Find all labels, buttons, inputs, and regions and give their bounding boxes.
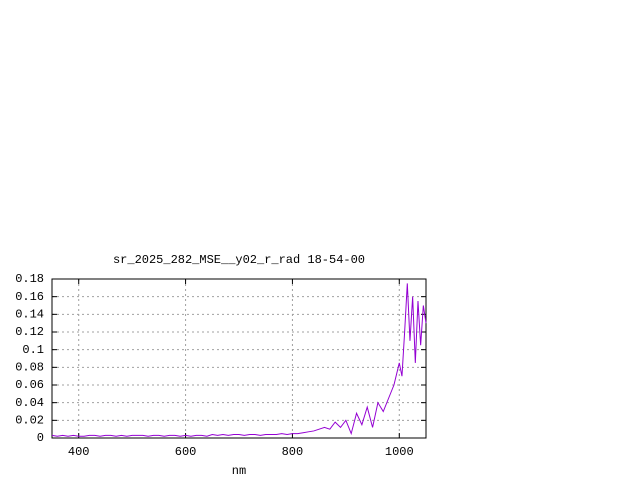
y-tick-label: 0 <box>37 431 44 445</box>
y-tick-label: 0.14 <box>15 308 44 322</box>
y-tick-label: 0.16 <box>15 290 44 304</box>
y-tick-label: 0.18 <box>15 272 44 286</box>
x-tick-label: 600 <box>175 445 197 459</box>
x-tick-label: 800 <box>282 445 304 459</box>
y-tick-label: 0.04 <box>15 396 44 410</box>
y-tick-label: 0.08 <box>15 361 44 375</box>
y-tick-label: 0.1 <box>22 343 44 357</box>
x-tick-label: 400 <box>68 445 90 459</box>
chart-title: sr_2025_282_MSE__y02_r_rad 18-54-00 <box>113 253 365 267</box>
data-line <box>51 283 427 437</box>
x-axis-label: nm <box>232 464 246 478</box>
plot-frame <box>51 278 427 439</box>
y-tick-label: 0.02 <box>15 414 44 428</box>
y-tick-label: 0.12 <box>15 325 44 339</box>
y-tick-label: 0.06 <box>15 378 44 392</box>
x-tick-label: 1000 <box>385 445 414 459</box>
